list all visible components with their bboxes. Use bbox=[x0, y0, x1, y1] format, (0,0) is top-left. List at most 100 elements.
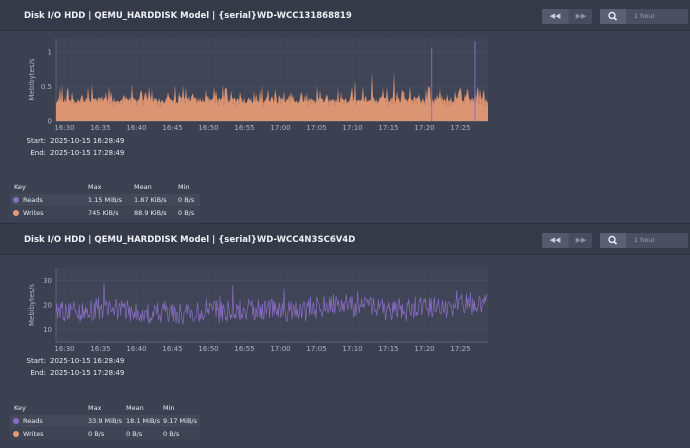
legend-mean: 18.1 MiB/s bbox=[126, 417, 160, 425]
legend-min: 0 B/s bbox=[178, 196, 195, 204]
legend-max: 0 B/s bbox=[88, 430, 105, 438]
y-axis-label: Mebibytes/s bbox=[28, 58, 36, 100]
x-tick-label: 17:05 bbox=[306, 345, 326, 353]
chart-title: Disk I/O HDD | QEMU_HARDDISK Model | {se… bbox=[24, 11, 352, 21]
end-value: 2025-10-15 17:28:49 bbox=[50, 369, 125, 377]
forward-button[interactable]: ▶▶ bbox=[570, 233, 592, 248]
legend-key: Reads bbox=[23, 417, 43, 425]
legend-mean: 0 B/s bbox=[126, 430, 143, 438]
x-tick-label: 16:45 bbox=[162, 345, 182, 353]
x-tick-label: 16:40 bbox=[126, 124, 146, 132]
y-tick-label: 10 bbox=[43, 326, 52, 334]
writes-swatch bbox=[13, 210, 19, 216]
legend-min: 0 B/s bbox=[163, 430, 180, 438]
x-tick-label: 17:25 bbox=[450, 345, 470, 353]
legend-max: 1.15 MiB/s bbox=[88, 196, 122, 204]
x-tick-label: 17:05 bbox=[306, 124, 326, 132]
start-value: 2025-10-15 16:28:49 bbox=[50, 137, 125, 145]
start-label: Start: bbox=[26, 137, 46, 145]
start-range: Start: 2025-10-15 16:28:49 bbox=[24, 357, 125, 365]
rewind-icon: ◀◀ bbox=[549, 12, 561, 20]
end-label: End: bbox=[30, 369, 46, 377]
x-tick-label: 16:35 bbox=[90, 124, 110, 132]
legend-key: Writes bbox=[23, 209, 44, 217]
zoom-button[interactable] bbox=[600, 233, 626, 248]
legend-key: Reads bbox=[23, 196, 43, 204]
x-tick-label: 17:15 bbox=[378, 124, 398, 132]
start-range: Start: 2025-10-15 16:28:49 bbox=[24, 137, 125, 145]
reads-line bbox=[55, 283, 488, 325]
x-tick-label: 16:50 bbox=[198, 124, 218, 132]
chart-header: Disk I/O HDD | QEMU_HARDDISK Model | {se… bbox=[0, 0, 690, 31]
y-tick-label: 1 bbox=[48, 48, 52, 56]
forward-button[interactable]: ▶▶ bbox=[570, 9, 592, 24]
legend-row-reads[interactable]: Reads 1.15 MiB/s 1.87 KiB/s 0 B/s bbox=[10, 194, 200, 206]
zoom-range-label: 1 hour bbox=[634, 12, 656, 20]
legend-header-key: Key bbox=[14, 404, 26, 412]
legend-mean: 88.9 KiB/s bbox=[134, 209, 167, 217]
x-tick-label: 16:40 bbox=[126, 345, 146, 353]
legend-key: Writes bbox=[23, 430, 44, 438]
chart-header: Disk I/O HDD | QEMU_HARDDISK Model | {se… bbox=[0, 224, 690, 255]
x-tick-label: 16:45 bbox=[162, 124, 182, 132]
legend-mean: 1.87 KiB/s bbox=[134, 196, 167, 204]
legend-min: 9.17 MiB/s bbox=[163, 417, 197, 425]
y-axis-label: Mebibytes/s bbox=[28, 284, 36, 326]
x-tick-label: 17:20 bbox=[414, 345, 434, 353]
legend-max: 33.9 MiB/s bbox=[88, 417, 122, 425]
legend-min: 0 B/s bbox=[178, 209, 195, 217]
y-tick-label: 0 bbox=[48, 118, 52, 126]
fast-forward-icon: ▶▶ bbox=[575, 236, 587, 244]
reads-swatch bbox=[13, 197, 19, 203]
legend-header-min: Min bbox=[178, 183, 190, 191]
legend-row-reads[interactable]: Reads 33.9 MiB/s 18.1 MiB/s 9.17 MiB/s bbox=[10, 415, 200, 427]
legend-max: 745 KiB/s bbox=[88, 209, 119, 217]
chart-plot-2[interactable]: 10 20 30 16:30 16:35 16:40 16:45 16:50 16:55 17:0… bbox=[0, 224, 690, 448]
end-range: End: 2025-10-15 17:28:49 bbox=[24, 149, 124, 157]
x-tick-label: 17:00 bbox=[270, 345, 290, 353]
x-tick-label: 16:55 bbox=[234, 124, 254, 132]
legend-header-key: Key bbox=[14, 183, 26, 191]
x-tick-label: 17:15 bbox=[378, 345, 398, 353]
end-range: End: 2025-10-15 17:28:49 bbox=[24, 369, 124, 377]
chart-plot-1[interactable]: 0 0.5 1 16:30 16:35 16:40 16:45 16:50 16:55 17:00… bbox=[0, 0, 690, 224]
x-tick-label: 17:25 bbox=[450, 124, 470, 132]
zoom-button[interactable] bbox=[600, 9, 626, 24]
x-tick-label: 16:30 bbox=[54, 124, 74, 132]
x-tick-label: 16:55 bbox=[234, 345, 254, 353]
end-label: End: bbox=[30, 149, 46, 157]
chart-title: Disk I/O HDD | QEMU_HARDDISK Model | {se… bbox=[24, 235, 356, 245]
rewind-icon: ◀◀ bbox=[549, 236, 561, 244]
chart-panel-2: Disk I/O HDD | QEMU_HARDDISK Model | {se… bbox=[0, 224, 690, 448]
x-tick-label: 17:10 bbox=[342, 345, 362, 353]
x-tick-label: 17:10 bbox=[342, 124, 362, 132]
legend-header-mean: Mean bbox=[134, 183, 152, 191]
legend-row-writes[interactable]: Writes 745 KiB/s 88.9 KiB/s 0 B/s bbox=[10, 207, 200, 219]
zoom-control[interactable]: 1 hour bbox=[600, 9, 688, 24]
legend-header-mean: Mean bbox=[126, 404, 144, 412]
magnifier-icon bbox=[608, 235, 618, 245]
x-tick-label: 16:35 bbox=[90, 345, 110, 353]
legend-header-max: Max bbox=[88, 404, 102, 412]
start-label: Start: bbox=[26, 357, 46, 365]
x-tick-label: 16:50 bbox=[198, 345, 218, 353]
chart-panel-1: Disk I/O HDD | QEMU_HARDDISK Model | {se… bbox=[0, 0, 690, 224]
y-tick-label: 0.5 bbox=[41, 83, 52, 91]
writes-swatch bbox=[13, 431, 19, 437]
end-value: 2025-10-15 17:28:49 bbox=[50, 149, 125, 157]
x-tick-label: 17:00 bbox=[270, 124, 290, 132]
legend-header-min: Min bbox=[163, 404, 175, 412]
reads-swatch bbox=[13, 418, 19, 424]
fast-forward-icon: ▶▶ bbox=[575, 12, 587, 20]
legend-row-writes[interactable]: Writes 0 B/s 0 B/s 0 B/s bbox=[10, 428, 200, 440]
zoom-range-label: 1 hour bbox=[634, 236, 656, 244]
x-tick-label: 17:20 bbox=[414, 124, 434, 132]
rewind-button[interactable]: ◀◀ bbox=[542, 233, 568, 248]
magnifier-icon bbox=[608, 11, 618, 21]
start-value: 2025-10-15 16:28:49 bbox=[50, 357, 125, 365]
rewind-button[interactable]: ◀◀ bbox=[542, 9, 568, 24]
zoom-control[interactable]: 1 hour bbox=[600, 233, 688, 248]
y-tick-label: 30 bbox=[43, 277, 52, 285]
x-tick-label: 16:30 bbox=[54, 345, 74, 353]
legend-header-max: Max bbox=[88, 183, 102, 191]
